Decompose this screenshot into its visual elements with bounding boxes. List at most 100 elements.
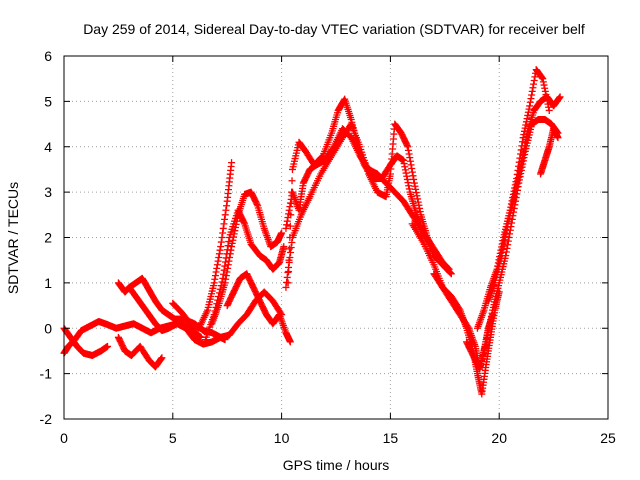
x-tick-label: 0 — [60, 430, 68, 446]
data-point — [509, 194, 517, 202]
data-point — [216, 285, 224, 293]
data-point — [485, 322, 493, 330]
data-point — [485, 325, 493, 333]
data-point — [280, 243, 288, 251]
data-point — [221, 211, 229, 219]
data-point — [403, 141, 411, 149]
data-point — [507, 200, 515, 208]
data-point — [410, 179, 418, 187]
data-point — [404, 143, 412, 151]
data-point — [515, 158, 523, 166]
data-point — [218, 278, 226, 286]
x-axis-label: GPS time / hours — [283, 457, 390, 473]
data-point — [104, 342, 112, 350]
data-point — [286, 203, 294, 211]
data-point — [525, 105, 533, 113]
data-point — [157, 355, 165, 363]
y-tick-label: -1 — [40, 366, 53, 382]
data-point — [288, 177, 296, 185]
y-tick-label: 6 — [44, 48, 52, 64]
data-point — [504, 241, 512, 249]
data-point — [220, 220, 228, 228]
data-point — [220, 270, 228, 278]
data-point — [555, 94, 563, 102]
data-point — [487, 316, 495, 324]
data-point — [406, 154, 414, 162]
data-point — [215, 253, 223, 261]
data-point — [523, 115, 531, 123]
data-point — [221, 215, 229, 223]
data-point — [509, 190, 517, 198]
data-point — [510, 187, 518, 195]
x-tick-label: 15 — [383, 430, 399, 446]
data-point — [539, 75, 547, 83]
data-point — [493, 265, 501, 273]
data-point — [541, 87, 549, 95]
data-point — [215, 250, 223, 258]
data-point — [214, 292, 222, 300]
data-point — [219, 274, 227, 282]
data-point — [211, 275, 219, 283]
data-point — [524, 111, 532, 119]
data-point — [221, 258, 229, 266]
data-point — [412, 189, 420, 197]
data-point — [210, 311, 218, 319]
data-point — [497, 246, 505, 254]
y-tick-label: -2 — [40, 411, 53, 427]
data-point — [447, 270, 455, 278]
data-point — [412, 185, 420, 193]
data-point — [403, 172, 411, 180]
data-point — [475, 364, 483, 372]
data-point — [522, 121, 530, 129]
data-point — [526, 98, 534, 106]
data-point — [520, 130, 528, 138]
data-point — [414, 198, 422, 206]
y-tick-label: 1 — [44, 275, 52, 291]
data-point — [507, 203, 515, 211]
y-tick-label: 0 — [44, 320, 52, 336]
data-point — [283, 221, 291, 229]
data-point — [530, 80, 538, 88]
data-point — [521, 124, 529, 132]
data-point — [408, 168, 416, 176]
data-point — [528, 87, 536, 95]
data-point — [218, 234, 226, 241]
data-point — [217, 282, 225, 290]
series-track-r — [537, 125, 562, 178]
data-point — [529, 84, 537, 92]
data-point — [406, 157, 414, 165]
data-point — [214, 296, 222, 304]
data-point — [224, 242, 232, 250]
data-point — [511, 184, 519, 192]
data-point — [527, 95, 535, 103]
data-point — [511, 181, 519, 189]
data-point — [530, 77, 538, 85]
data-point — [496, 249, 504, 257]
data-point — [414, 195, 422, 203]
data-point — [286, 222, 294, 230]
data-point — [539, 78, 547, 86]
y-tick-label: 5 — [44, 93, 52, 109]
data-point — [286, 253, 294, 261]
data-point — [282, 224, 290, 232]
data-point — [495, 256, 503, 264]
data-point — [494, 262, 502, 270]
data-point — [217, 243, 225, 251]
data-point — [405, 185, 413, 193]
data-point — [522, 118, 530, 126]
data-point — [514, 166, 522, 174]
data-point — [278, 229, 286, 237]
data-point — [285, 258, 293, 266]
data-point — [283, 273, 291, 281]
data-point — [415, 201, 423, 209]
data-point — [545, 103, 553, 111]
data-point — [213, 261, 221, 269]
data-point — [413, 192, 421, 200]
data-point — [219, 229, 227, 237]
data-point — [416, 204, 424, 212]
data-point — [483, 335, 491, 343]
data-point — [455, 305, 463, 313]
data-point — [416, 208, 424, 216]
data-point — [285, 206, 293, 214]
